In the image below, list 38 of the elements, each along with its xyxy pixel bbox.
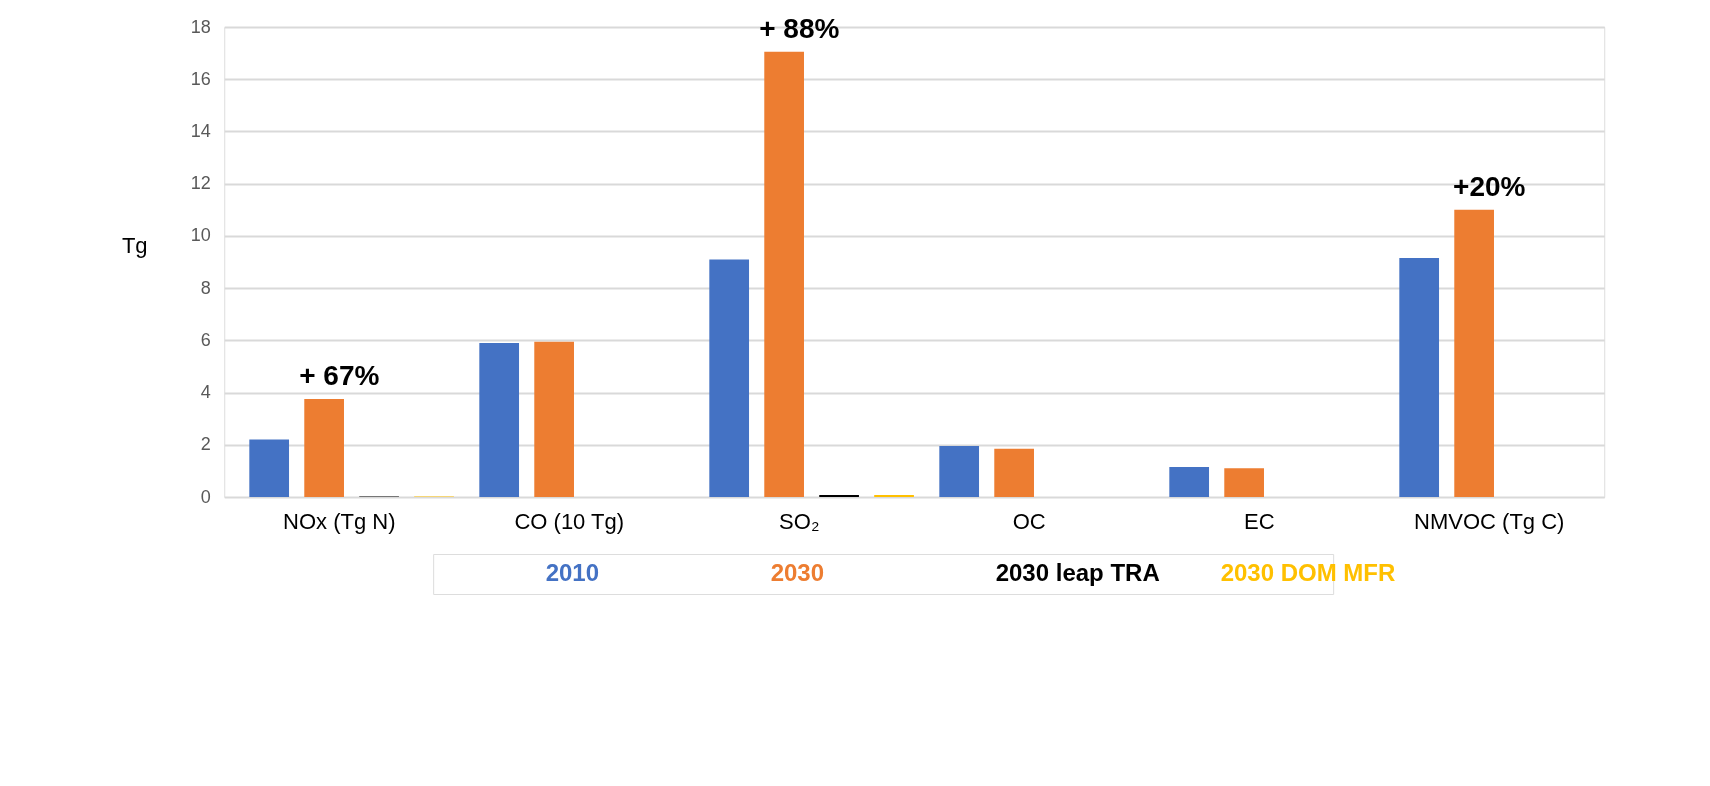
bar <box>819 494 859 497</box>
y-tick-label: 4 <box>200 382 211 403</box>
annotation: +20% <box>1453 170 1526 202</box>
x-tick-label: CO (10 Tg) <box>514 508 625 534</box>
bar <box>994 448 1034 497</box>
y-tick-label: 16 <box>190 68 211 89</box>
bar <box>1454 209 1494 497</box>
x-tick-label: OC <box>1012 508 1046 534</box>
bar <box>1169 466 1210 497</box>
y-axis-title: Tg <box>121 232 148 258</box>
bar <box>534 341 574 497</box>
y-tick-label: 2 <box>200 434 211 455</box>
text: 2030 <box>770 559 825 586</box>
y-tick-label: 0 <box>200 486 211 507</box>
bar <box>249 439 290 497</box>
bar <box>1399 258 1440 497</box>
x-tick-label: NOx (Tg N) <box>283 508 396 534</box>
text: 2010 <box>545 559 600 586</box>
bar <box>874 494 914 497</box>
text: 2030 leap TRA <box>995 559 1160 586</box>
bar <box>1224 468 1264 497</box>
annotation: + 67% <box>299 360 380 392</box>
annotation: + 88% <box>759 12 840 44</box>
bar <box>479 342 520 497</box>
y-tick-label: 18 <box>190 16 211 37</box>
y-tick-label: 14 <box>190 120 211 141</box>
y-tick-label: 6 <box>200 329 211 350</box>
x-tick-label: EC <box>1243 508 1275 534</box>
bar <box>709 259 750 497</box>
y-tick-label: 8 <box>200 277 211 298</box>
x-tick-label: SO₂ <box>779 508 820 534</box>
text: 2030 DOM MFR <box>1220 559 1396 586</box>
x-tick-label: NMVOC (Tg C) <box>1414 508 1565 534</box>
bar <box>764 51 804 497</box>
bar <box>939 446 980 497</box>
y-tick-label: 10 <box>190 225 211 246</box>
bar <box>304 399 344 497</box>
y-tick-label: 12 <box>190 173 211 194</box>
